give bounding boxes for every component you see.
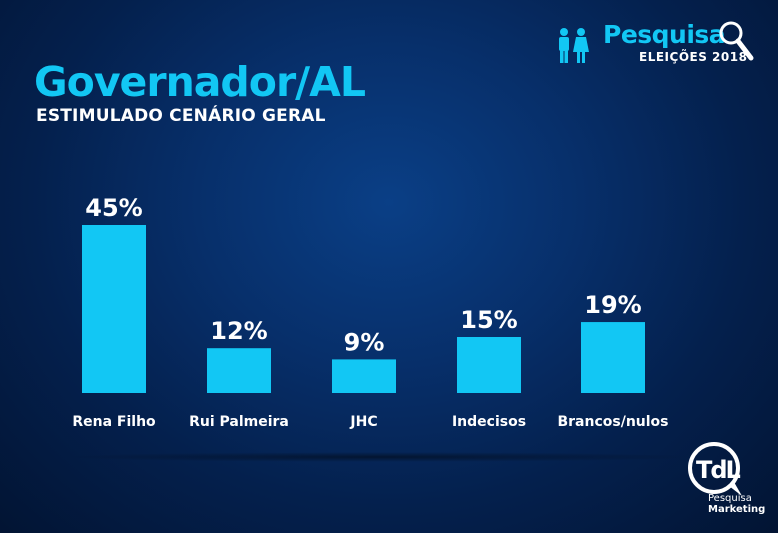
category-label: JHC — [349, 414, 377, 430]
tdl-logo: TdL Pesquisa Marketing — [684, 438, 765, 518]
bar-jhc — [332, 359, 396, 393]
category-label: Brancos/nulos — [557, 414, 668, 430]
bar-rui-palmeira — [207, 348, 271, 393]
value-label: 12% — [210, 317, 267, 345]
value-label: 19% — [584, 291, 641, 319]
bar-brancos-nulos — [581, 322, 645, 393]
category-label: Rui Palmeira — [189, 414, 289, 430]
bar-rena-filho — [82, 225, 146, 393]
category-label: Rena Filho — [72, 414, 156, 430]
page-title: Governador/AL — [34, 58, 366, 106]
brand-badge: Pesquisa ELEIÇÕES 2018 — [553, 18, 758, 68]
value-label: 15% — [460, 306, 517, 334]
tdl-logo-mark: TdL — [696, 456, 741, 484]
page-subtitle: ESTIMULADO CENÁRIO GERAL — [36, 106, 326, 126]
chart-baseline-shadow — [60, 452, 700, 462]
tdl-logo-line2: Marketing — [708, 504, 766, 515]
category-label: Indecisos — [452, 414, 526, 430]
tdl-logo-ring — [688, 442, 742, 496]
value-label: 9% — [344, 328, 385, 356]
brand-tagline: ELEIÇÕES 2018 — [639, 50, 748, 64]
value-label: 45% — [85, 194, 142, 222]
people-icon — [559, 28, 589, 63]
brand-name: Pesquisa — [603, 20, 726, 49]
magnifier-icon — [719, 21, 754, 61]
bar-indecisos — [457, 337, 521, 393]
tdl-logo-line1: Pesquisa — [708, 493, 752, 504]
